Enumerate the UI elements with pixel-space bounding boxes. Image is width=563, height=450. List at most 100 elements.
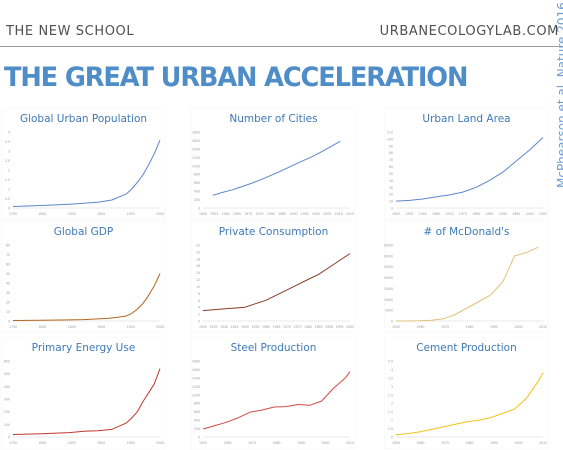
y-tick-label: 1600 [192,368,200,372]
y-tick-label: 200 [194,198,200,202]
x-tick-label: 1950 [392,325,400,329]
school-name: THE NEW SCHOOL [6,24,135,39]
y-tick-label: 60 [6,263,10,267]
x-tick-label: 1900 [97,325,105,329]
chart-svg: Steel Production 1800 1600 1400 1200 1000 800 6… [191,337,356,449]
chart-svg: Primary Energy Use 600 500 400 300 200 100 0175… [1,337,166,449]
x-tick-label: 1950 [392,212,400,216]
chart-title: Urban Land Area [422,113,510,125]
x-tick-label: 2000 [156,325,164,329]
x-tick-label: 2000 [514,325,522,329]
chart-svg: Cement Production 4.5 4 3.5 3 2.5 2 1.5 1 0.5 0195… [384,337,549,449]
y-tick-label: 1.5 [388,410,393,414]
y-tick-label: 400 [194,419,200,423]
y-tick-label: 12 [196,278,200,282]
series-line [212,140,341,196]
x-tick-label: 1995 [335,325,343,329]
y-tick-label: 3.5 [388,376,393,380]
series-line [12,140,161,207]
series-line [202,253,351,312]
chart-panel-9: Cement Production 4.5 4 3.5 3 2.5 2 1.5 1 0.5 0 195… [384,337,549,449]
y-tick-label: 1000 [192,393,200,397]
y-tick-label: 1 [8,188,10,192]
chart-frame [1,337,166,449]
x-tick-label: 1960 [416,325,424,329]
x-tick-label: 1930 [199,325,207,329]
y-tick-label: 1.5 [5,178,10,182]
y-tick-label: 1400 [192,376,200,380]
x-tick-label: 1940 [220,325,228,329]
y-tick-label: 50 [389,172,393,176]
y-tick-label: 0 [198,207,200,211]
chart-title: Private Consumption [219,226,329,238]
y-tick-label: 2.5 [5,159,10,163]
y-tick-label: 0 [198,436,200,440]
x-tick-label: 1965 [432,212,440,216]
x-tick-label: 1995 [301,212,309,216]
x-tick-label: 2010 [335,212,343,216]
y-tick-label: 18 [196,257,200,261]
x-tick-label: 1960 [222,212,230,216]
x-tick-label: 1990 [490,441,498,445]
y-tick-label: 10 [389,200,393,204]
chart-frame [191,108,356,220]
x-tick-label: 2000 [321,441,329,445]
x-tick-label: 1960 [416,441,424,445]
y-tick-label: 70 [389,158,393,162]
chart-panel-6: # of McDonald's3500030000250002000015000… [384,221,549,333]
series-line [202,371,351,430]
y-tick-label: 5000 [385,309,393,313]
y-tick-label: 20 [196,250,200,254]
x-tick-label: 2010 [539,441,547,445]
x-tick-label: 1970 [248,441,256,445]
lab-website: URBANECOLOGYLAB.COM [379,24,559,39]
x-tick-label: 1960 [419,212,427,216]
chart-panel-5: Private Consumption 22 20 18 16 14 12 10 8 6 4 2 0 19… [191,221,356,333]
y-tick-label: 400 [4,385,10,389]
chart-title: Steel Production [231,342,317,354]
x-tick-label: 1970 [283,325,291,329]
y-tick-label: 50 [6,272,10,276]
y-tick-label: 0 [8,436,10,440]
x-tick-label: 1985 [314,325,322,329]
x-tick-label: 1900 [97,212,105,216]
y-tick-label: 2 [8,169,10,173]
x-tick-label: 1955 [251,325,259,329]
y-tick-label: 30 [389,186,393,190]
x-tick-label: 1950 [127,212,135,216]
y-tick-label: 300 [4,398,10,402]
y-tick-label: 100 [4,423,10,427]
x-tick-label: 1850 [68,441,76,445]
x-tick-label: 1960 [223,441,231,445]
x-tick-label: 1850 [68,325,76,329]
y-tick-label: 10000 [384,298,393,302]
x-tick-label: 1980 [304,325,312,329]
y-tick-label: 6 [198,299,200,303]
x-tick-label: 1955 [210,212,218,216]
x-tick-label: 1990 [499,212,507,216]
header-divider [0,46,563,47]
chart-title: # of McDonald's [424,226,510,238]
chart-panel-7: Primary Energy Use 600 500 400 300 200 100 0 175… [1,337,166,449]
y-tick-label: 0.5 [5,197,10,201]
series-line [12,368,161,435]
x-tick-label: 1970 [441,441,449,445]
y-tick-label: 2 [391,402,393,406]
y-tick-label: 90 [389,144,393,148]
chart-panel-8: Steel Production 1800 1600 1400 1200 1000 800 6… [191,337,356,449]
x-tick-label: 1990 [297,441,305,445]
x-tick-label: 1980 [267,212,275,216]
y-tick-label: 3.5 [5,140,10,144]
x-tick-label: 1960 [262,325,270,329]
y-tick-label: 800 [194,173,200,177]
x-tick-label: 2000 [526,212,534,216]
x-tick-label: 2015 [346,212,354,216]
x-tick-label: 2000 [514,441,522,445]
chart-svg: # of McDonald's3500030000250002000015000… [384,221,549,333]
y-tick-label: 80 [389,151,393,155]
x-tick-label: 1990 [289,212,297,216]
y-tick-label: 70 [6,253,10,257]
y-tick-label: 600 [194,181,200,185]
chart-frame [384,221,549,333]
chart-svg: Private Consumption222018161412108642019… [191,221,356,333]
